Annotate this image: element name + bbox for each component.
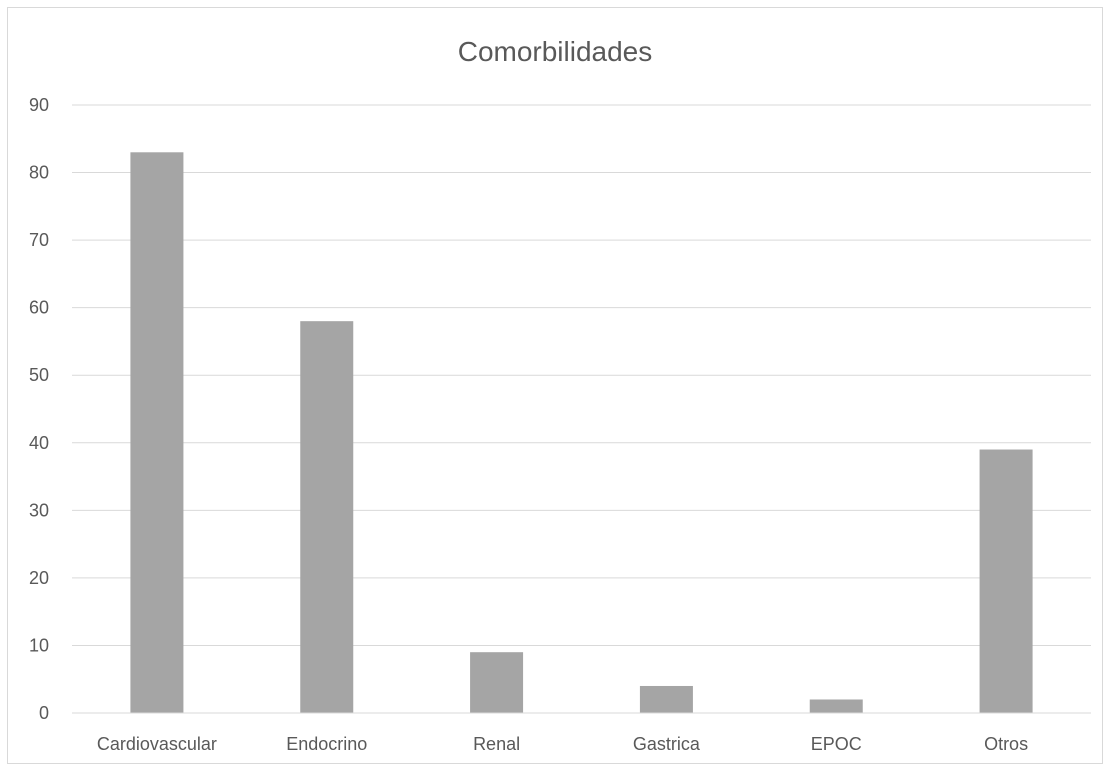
y-tick-label: 90 <box>29 95 49 115</box>
x-axis-tick-labels: Cardiovascular Endocrino Renal Gastrica EPOC… <box>97 734 1028 754</box>
y-tick-label: 30 <box>29 500 49 520</box>
x-tick-label: Cardiovascular <box>97 734 217 754</box>
chart-title: Comorbilidades <box>458 36 653 67</box>
gridlines <box>72 104 1091 646</box>
bar-gastrica <box>639 685 693 713</box>
y-tick-label: 40 <box>29 433 49 453</box>
y-tick-label: 60 <box>29 298 49 318</box>
y-tick-label: 80 <box>29 163 49 183</box>
y-tick-label: 20 <box>29 568 49 588</box>
y-tick-label: 50 <box>29 365 49 385</box>
x-tick-label: Endocrino <box>286 734 367 754</box>
y-tick-label: 0 <box>39 703 49 723</box>
x-tick-label: Renal <box>473 734 520 754</box>
chart-frame <box>7 7 1103 764</box>
y-tick-label: 10 <box>29 635 49 655</box>
bar-endocrino <box>300 321 354 713</box>
x-tick-label: Otros <box>984 734 1028 754</box>
bar-otros <box>979 449 1033 713</box>
bars <box>130 152 1033 714</box>
bar-cardiovascular <box>130 152 184 714</box>
x-tick-label: EPOC <box>811 734 862 754</box>
bar-renal <box>470 652 524 713</box>
x-tick-label: Gastrica <box>633 734 701 754</box>
y-axis-tick-labels: 0 10 20 30 40 50 60 70 80 90 <box>29 95 49 723</box>
y-tick-label: 70 <box>29 230 49 250</box>
bar-epoc <box>809 699 863 713</box>
